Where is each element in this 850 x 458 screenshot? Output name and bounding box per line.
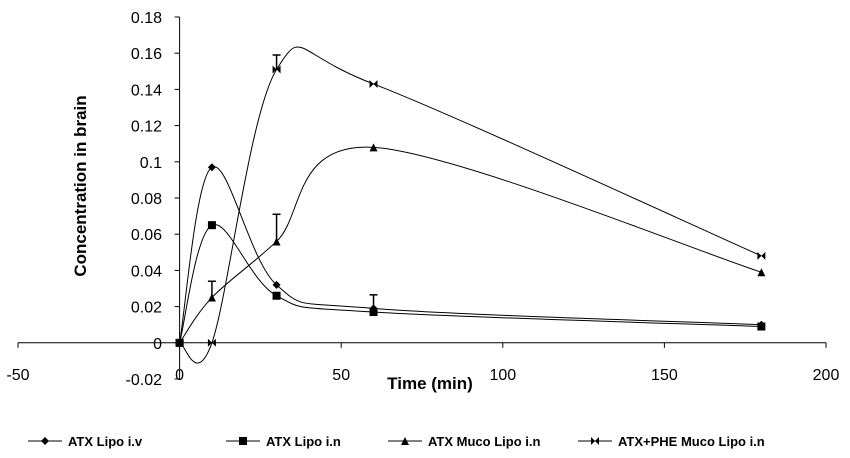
series-line xyxy=(179,166,762,343)
legend-item-2: ATX Lipo i.n xyxy=(226,434,341,449)
legend-marker xyxy=(41,437,49,445)
x-tick-label: 100 xyxy=(489,367,516,384)
legend: ATX Lipo i.v ATX Lipo i.n ATX Muco Lipo i.… xyxy=(28,434,765,449)
x-tick-label: 200 xyxy=(813,367,840,384)
legend-item-1: ATX Lipo i.v xyxy=(28,434,143,449)
series-line xyxy=(179,224,762,343)
data-point xyxy=(369,79,378,88)
tick-labels: -50 0 50 100 150 200 -0.02 0 0.02 0.04 0.06 0.08 0.1… xyxy=(6,10,839,389)
y-tick-label: 0.1 xyxy=(140,155,162,172)
data-point xyxy=(757,322,766,331)
data-point xyxy=(272,291,281,300)
series-2 xyxy=(175,221,766,347)
y-tick-label: 0.16 xyxy=(131,46,162,63)
legend-item-4: ATX+PHE Muco Lipo i.n xyxy=(578,434,765,449)
data-point xyxy=(207,293,216,302)
x-axis-title: Time (min) xyxy=(387,374,473,393)
data-point xyxy=(369,308,378,317)
y-tick-label: 0.14 xyxy=(131,82,162,99)
data-point xyxy=(369,143,378,152)
x-tick-label: 50 xyxy=(332,367,350,384)
legend-marker xyxy=(239,437,247,445)
axes xyxy=(17,16,827,380)
data-point xyxy=(272,280,281,289)
legend-marker xyxy=(401,437,409,445)
data-point xyxy=(207,163,216,172)
series-4 xyxy=(175,46,766,364)
y-axis-title: Concentration in brain xyxy=(71,95,90,276)
series-line xyxy=(179,46,762,364)
x-tick-label: 150 xyxy=(651,367,678,384)
series-layer xyxy=(175,46,766,364)
series-1 xyxy=(175,163,766,347)
x-tick-label: 0 xyxy=(175,367,184,384)
y-tick-label: 0.06 xyxy=(131,227,162,244)
data-point xyxy=(207,221,216,230)
data-point xyxy=(175,338,184,347)
data-point xyxy=(207,338,216,347)
legend-label: ATX Lipo i.v xyxy=(68,434,143,449)
data-point xyxy=(757,251,766,260)
data-point xyxy=(272,237,281,246)
legend-item-3: ATX Muco Lipo i.n xyxy=(388,434,540,449)
legend-label: ATX Lipo i.n xyxy=(266,434,341,449)
legend-label: ATX+PHE Muco Lipo i.n xyxy=(618,434,765,449)
legend-marker xyxy=(591,437,599,445)
y-tick-label: 0.02 xyxy=(131,300,162,317)
y-tick-label: 0.08 xyxy=(131,191,162,208)
legend-label: ATX Muco Lipo i.n xyxy=(428,434,540,449)
x-tick-label: -50 xyxy=(6,367,29,384)
y-tick-label: 0 xyxy=(153,336,162,353)
y-tick-label: -0.02 xyxy=(126,372,163,389)
y-tick-label: 0.18 xyxy=(131,10,162,27)
y-tick-label: 0.04 xyxy=(131,263,162,280)
data-point xyxy=(757,268,766,277)
y-tick-label: 0.12 xyxy=(131,119,162,136)
data-point xyxy=(272,65,281,74)
